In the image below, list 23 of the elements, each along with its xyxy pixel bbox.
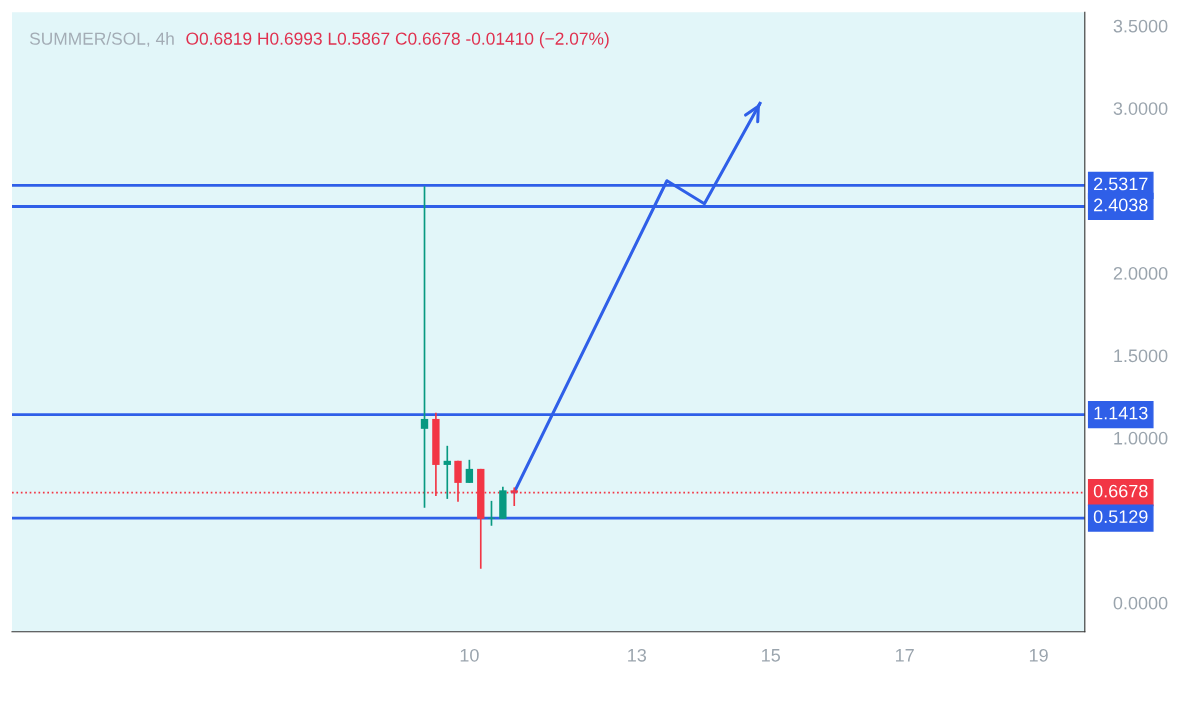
candlestick: [420, 185, 429, 509]
y-tick-label: 3.5000: [1113, 19, 1168, 33]
x-tick-label: 13: [628, 648, 647, 662]
candlestick: [443, 444, 451, 500]
x-tick-label: 15: [762, 649, 781, 662]
ref-line-label: 0.6678: [1093, 484, 1148, 498]
ref-line-label: 0.5129: [1093, 510, 1148, 524]
ref-line-label: 2.5317: [1094, 177, 1148, 191]
y-tick-label: 3.0000: [1113, 102, 1168, 115]
y-tick-label: 1.5000: [1114, 349, 1168, 363]
candlestick: [465, 458, 474, 484]
y-tick-label: 2.0000: [1113, 266, 1168, 280]
text: SUMMER/SOL, 4h: [29, 32, 174, 47]
candlestick: [510, 486, 518, 507]
ref-line-label: 2.4038: [1094, 198, 1148, 212]
ref-line-label: 1.1413: [1094, 406, 1148, 420]
x-tick-label: 17: [896, 649, 914, 662]
x-tick-label: 19: [1029, 648, 1048, 662]
x-tick-label: 10: [460, 648, 479, 662]
candlestick: [487, 500, 496, 527]
y-tick-label: 1.0000: [1114, 431, 1168, 445]
y-tick-label: 0.0000: [1113, 596, 1168, 610]
text: O0.6819 H0.6993 L0.5867 C0.6678 -0.01410 (−2.07%): [186, 32, 609, 49]
